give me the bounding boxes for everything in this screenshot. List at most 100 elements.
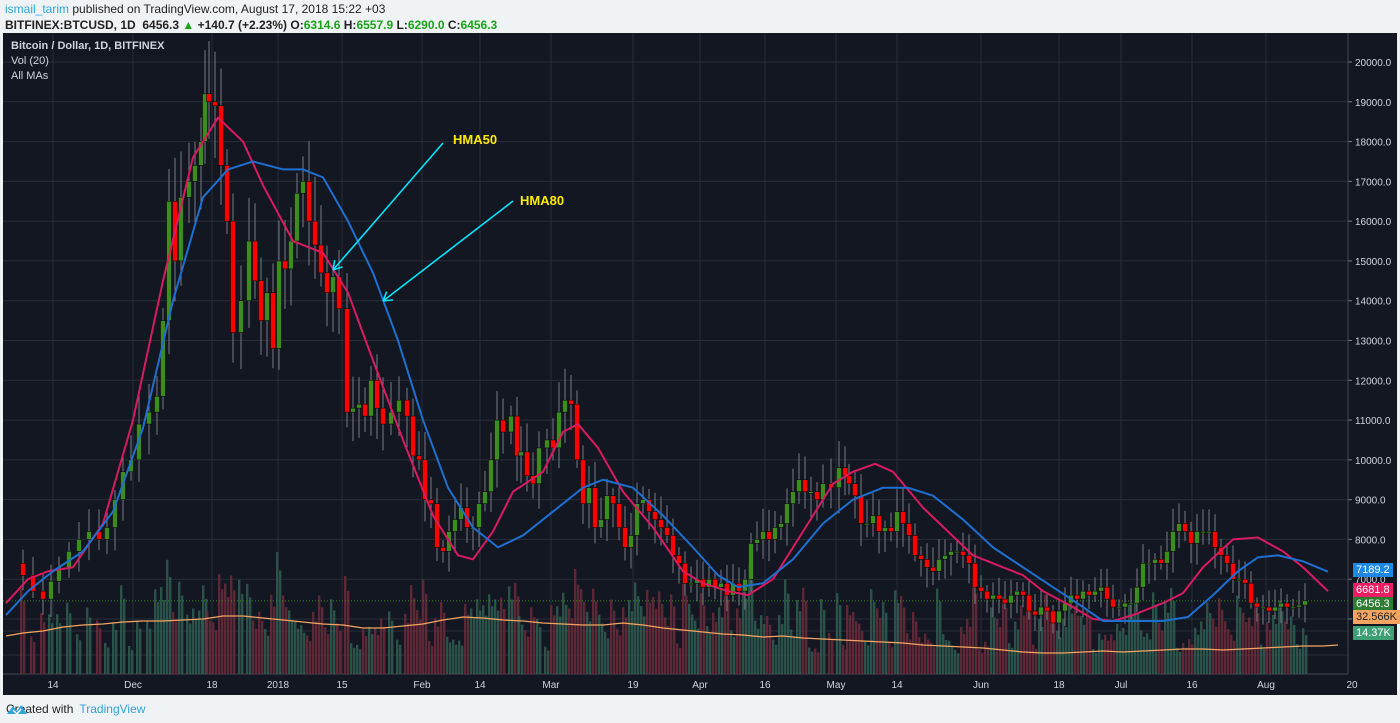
- volume-bar: [1014, 621, 1017, 674]
- volume-bar: [396, 639, 399, 674]
- candle-up: [202, 93, 208, 142]
- volume-bar: [996, 618, 999, 674]
- volume-bar: [518, 615, 521, 674]
- volume-bar: [655, 608, 658, 674]
- candle-up: [634, 503, 640, 536]
- candle-down: [1242, 578, 1248, 584]
- symbol-quote-line: BITFINEX:BTCUSD, 1D 6456.3 ▲ +140.7 (+2.…: [5, 18, 497, 32]
- candle-up: [1098, 586, 1104, 592]
- volume-bar: [855, 621, 858, 674]
- hma80-annotation: HMA80: [520, 193, 565, 208]
- legend-title[interactable]: Bitcoin / Dollar, 1D, BITFINEX: [11, 40, 165, 52]
- candle-up: [1236, 578, 1242, 581]
- candle-down: [622, 527, 628, 548]
- volume-bar: [957, 653, 960, 674]
- volume-bar: [333, 610, 336, 674]
- candle-down: [318, 244, 324, 274]
- volume-bar: [209, 620, 212, 674]
- candle-up: [1260, 606, 1266, 609]
- volume-bar: [383, 626, 386, 674]
- volume-bar: [1167, 612, 1170, 674]
- volume-bar: [861, 631, 864, 674]
- chart-panel[interactable]: 6000.07000.08000.09000.010000.011000.012…: [3, 33, 1400, 695]
- volume-bar: [146, 620, 149, 674]
- volume-bar: [646, 589, 649, 674]
- volume-bar: [377, 635, 380, 674]
- candle-down: [212, 101, 218, 107]
- candle-down: [858, 495, 864, 524]
- volume-bar: [443, 612, 446, 674]
- volume-bar: [43, 622, 46, 674]
- candle-up: [604, 495, 610, 520]
- volume-bar: [544, 646, 547, 674]
- volume-bar: [763, 623, 766, 674]
- volume-bar: [446, 636, 449, 674]
- volume-bar: [802, 587, 805, 674]
- candle-up: [808, 491, 814, 494]
- hma50-arrow-head: [332, 266, 343, 271]
- volume-bar: [1050, 612, 1053, 674]
- volume-bar: [1299, 648, 1302, 674]
- volume-bar: [1095, 652, 1098, 674]
- candle-up: [178, 197, 184, 262]
- candle-down: [344, 308, 350, 413]
- up-triangle-icon: ▲: [182, 18, 195, 32]
- candle-down: [912, 535, 918, 556]
- volume-bar: [356, 644, 359, 674]
- candle-up: [388, 411, 394, 425]
- candle-up: [954, 551, 960, 554]
- volume-bar: [640, 606, 643, 674]
- chart-canvas[interactable]: 6000.07000.08000.09000.010000.011000.012…: [3, 33, 1397, 695]
- x-axis-label: 14: [47, 680, 59, 691]
- volume-bar: [131, 650, 134, 674]
- legend-mas[interactable]: All MAs: [11, 70, 49, 82]
- volume-bar: [745, 598, 748, 674]
- candle-up: [1008, 594, 1014, 604]
- volume-bar: [849, 615, 852, 674]
- volume-bar: [1026, 598, 1029, 674]
- x-axis-label: 14: [474, 680, 486, 691]
- volume-bar: [706, 626, 709, 674]
- candle-up: [706, 578, 712, 588]
- volume-bar: [631, 611, 634, 674]
- publisher-username[interactable]: ismail_tarim: [5, 2, 70, 16]
- volume-bar: [867, 645, 870, 674]
- volume-bar: [1149, 639, 1152, 674]
- candle-down: [1044, 606, 1050, 612]
- candle-down: [324, 272, 330, 294]
- candle-down: [362, 403, 368, 417]
- candle-down: [514, 415, 520, 457]
- volume-bar: [568, 608, 571, 674]
- volume-bar: [530, 607, 533, 674]
- volume-bar: [1203, 629, 1206, 674]
- volume-bar: [51, 623, 54, 674]
- volume-bar: [1248, 617, 1251, 674]
- candle-up: [1080, 590, 1086, 600]
- legend-volume[interactable]: Vol (20): [11, 55, 49, 67]
- volume-bar: [1191, 644, 1194, 674]
- candle-down: [206, 93, 212, 103]
- volume-bar: [1035, 648, 1038, 674]
- candle-down: [802, 479, 808, 492]
- candle-up: [488, 459, 494, 492]
- volume-bar: [303, 632, 306, 674]
- volume-bar: [999, 627, 1002, 674]
- volume-bar: [306, 635, 309, 674]
- volume-bar: [470, 608, 473, 674]
- candle-up: [76, 539, 82, 552]
- volume-bar: [598, 614, 601, 674]
- x-axis-label: Jul: [1115, 680, 1128, 691]
- candle-up: [154, 395, 160, 413]
- candle-down: [20, 563, 26, 576]
- y-axis-label: 15000.0: [1355, 257, 1392, 268]
- tradingview-link[interactable]: TradingView: [79, 702, 146, 716]
- volume-bar: [948, 640, 951, 674]
- volume-bar: [79, 640, 82, 674]
- volume-bar: [485, 615, 488, 674]
- candle-up: [1170, 531, 1176, 552]
- candle-up: [586, 487, 592, 504]
- volume-bar: [391, 620, 394, 674]
- volume-bar: [817, 652, 820, 674]
- volume-bar: [1230, 634, 1233, 674]
- volume-bar: [255, 628, 258, 674]
